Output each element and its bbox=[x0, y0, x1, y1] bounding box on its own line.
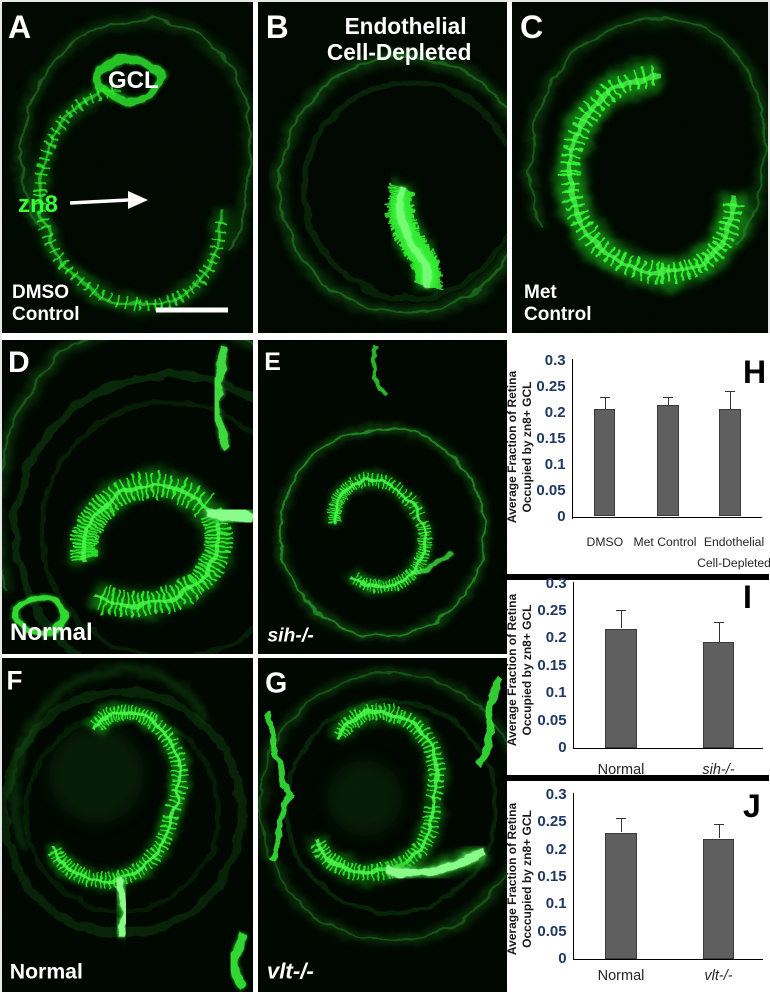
svg-text:Met: Met bbox=[524, 282, 557, 303]
svg-text:zn8: zn8 bbox=[18, 191, 58, 218]
svg-text:D: D bbox=[8, 346, 30, 379]
svg-text:F: F bbox=[7, 665, 23, 695]
svg-text:Cell-Depleted: Cell-Depleted bbox=[327, 39, 472, 65]
svg-text:G: G bbox=[265, 667, 287, 699]
svg-text:Endothelial: Endothelial bbox=[345, 13, 467, 39]
svg-text:Normal: Normal bbox=[10, 959, 83, 983]
svg-text:DMSO: DMSO bbox=[12, 282, 69, 303]
svg-text:Control: Control bbox=[12, 304, 80, 325]
svg-text:B: B bbox=[266, 9, 289, 45]
svg-text:A: A bbox=[8, 9, 31, 45]
svg-text:GCL: GCL bbox=[108, 67, 159, 94]
svg-text:E: E bbox=[264, 348, 281, 376]
svg-text:C: C bbox=[520, 9, 543, 45]
svg-text:sih-/-: sih-/- bbox=[267, 624, 313, 646]
svg-text:Normal: Normal bbox=[10, 619, 93, 646]
svg-text:vlt-/-: vlt-/- bbox=[267, 958, 314, 983]
svg-text:Control: Control bbox=[524, 304, 592, 325]
